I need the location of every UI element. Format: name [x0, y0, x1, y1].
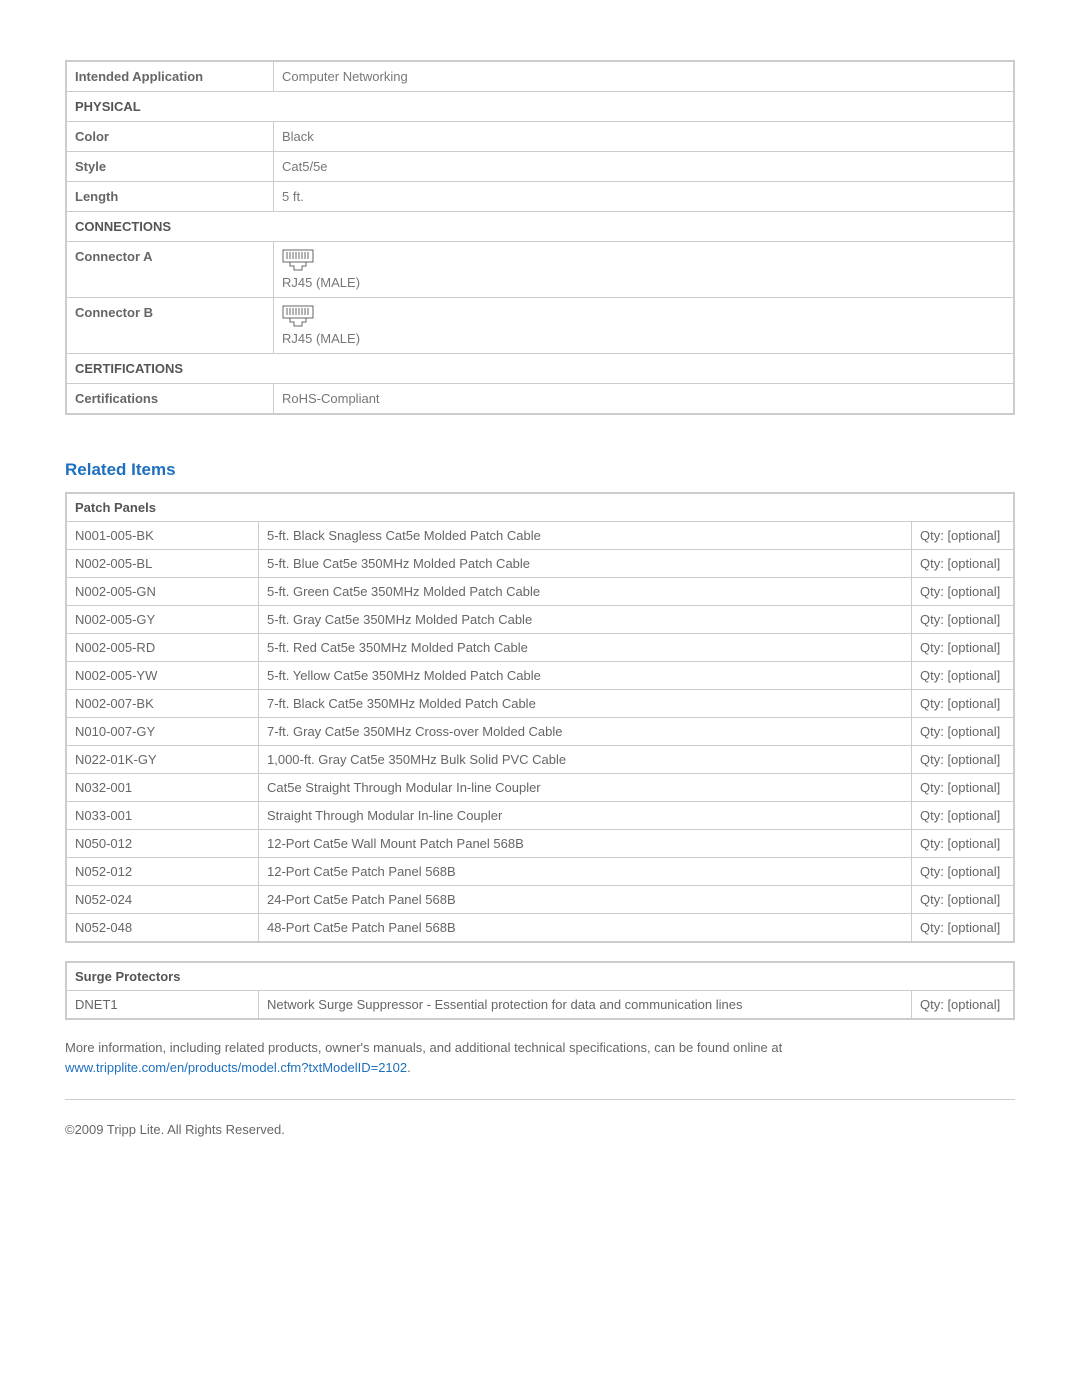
spec-section-certifications: CERTIFICATIONS	[66, 354, 1014, 384]
related-row: N010-007-GY7-ft. Gray Cat5e 350MHz Cross…	[66, 718, 1014, 746]
related-desc: 12-Port Cat5e Wall Mount Patch Panel 568…	[259, 830, 912, 858]
specs-table: Intended Application Computer Networking…	[65, 60, 1015, 415]
related-qty: Qty: [optional]	[912, 802, 1015, 830]
more-info-period: .	[407, 1060, 411, 1075]
spec-label: Connector A	[66, 242, 274, 298]
spec-value-connector-a: RJ45 (MALE)	[274, 242, 1015, 298]
related-row: DNET1Network Surge Suppressor - Essentia…	[66, 991, 1014, 1020]
related-desc: Straight Through Modular In-line Coupler	[259, 802, 912, 830]
related-sku: N033-001	[66, 802, 259, 830]
related-qty: Qty: [optional]	[912, 578, 1015, 606]
related-sku: N052-012	[66, 858, 259, 886]
spec-value-connector-b: RJ45 (MALE)	[274, 298, 1015, 354]
related-desc: 12-Port Cat5e Patch Panel 568B	[259, 858, 912, 886]
related-sku: N022-01K-GY	[66, 746, 259, 774]
related-desc: Cat5e Straight Through Modular In-line C…	[259, 774, 912, 802]
related-qty: Qty: [optional]	[912, 774, 1015, 802]
more-info: More information, including related prod…	[65, 1038, 1015, 1077]
related-desc: 5-ft. Green Cat5e 350MHz Molded Patch Ca…	[259, 578, 912, 606]
related-row: N002-005-GY5-ft. Gray Cat5e 350MHz Molde…	[66, 606, 1014, 634]
related-heading: Related Items	[65, 460, 1015, 480]
spec-value: 5 ft.	[274, 182, 1015, 212]
related-sku: N002-005-BL	[66, 550, 259, 578]
spec-label: Connector B	[66, 298, 274, 354]
related-qty: Qty: [optional]	[912, 914, 1015, 943]
spec-section-physical: PHYSICAL	[66, 92, 1014, 122]
related-desc: Network Surge Suppressor - Essential pro…	[259, 991, 912, 1020]
related-desc: 7-ft. Black Cat5e 350MHz Molded Patch Ca…	[259, 690, 912, 718]
related-sku: N010-007-GY	[66, 718, 259, 746]
related-sku: N001-005-BK	[66, 522, 259, 550]
related-category: Patch Panels	[66, 493, 1014, 522]
related-desc: 5-ft. Blue Cat5e 350MHz Molded Patch Cab…	[259, 550, 912, 578]
related-sku: N002-007-BK	[66, 690, 259, 718]
related-row: N032-001Cat5e Straight Through Modular I…	[66, 774, 1014, 802]
related-desc: 24-Port Cat5e Patch Panel 568B	[259, 886, 912, 914]
spec-label: Color	[66, 122, 274, 152]
spec-value: RoHS-Compliant	[274, 384, 1015, 415]
related-sku: N052-048	[66, 914, 259, 943]
related-qty: Qty: [optional]	[912, 550, 1015, 578]
related-row: N001-005-BK5-ft. Black Snagless Cat5e Mo…	[66, 522, 1014, 550]
related-qty: Qty: [optional]	[912, 886, 1015, 914]
related-row: N050-01212-Port Cat5e Wall Mount Patch P…	[66, 830, 1014, 858]
related-desc: 7-ft. Gray Cat5e 350MHz Cross-over Molde…	[259, 718, 912, 746]
related-sku: N050-012	[66, 830, 259, 858]
related-qty: Qty: [optional]	[912, 991, 1015, 1020]
related-row: N002-005-YW5-ft. Yellow Cat5e 350MHz Mol…	[66, 662, 1014, 690]
related-sku: N002-005-RD	[66, 634, 259, 662]
related-sku: N002-005-GN	[66, 578, 259, 606]
separator	[65, 1099, 1015, 1100]
related-sku: N032-001	[66, 774, 259, 802]
spec-section-connections: CONNECTIONS	[66, 212, 1014, 242]
related-qty: Qty: [optional]	[912, 830, 1015, 858]
spec-value: Cat5/5e	[274, 152, 1015, 182]
spec-value: Computer Networking	[274, 61, 1015, 92]
more-info-link[interactable]: www.tripplite.com/en/products/model.cfm?…	[65, 1060, 407, 1075]
related-row: N033-001Straight Through Modular In-line…	[66, 802, 1014, 830]
related-sku: N002-005-YW	[66, 662, 259, 690]
spec-value: Black	[274, 122, 1015, 152]
more-info-text: More information, including related prod…	[65, 1040, 782, 1055]
related-patch-panels-table: Patch Panels N001-005-BK5-ft. Black Snag…	[65, 492, 1015, 943]
related-sku: N002-005-GY	[66, 606, 259, 634]
related-row: N052-04848-Port Cat5e Patch Panel 568BQt…	[66, 914, 1014, 943]
related-category: Surge Protectors	[66, 962, 1014, 991]
related-sku: DNET1	[66, 991, 259, 1020]
related-qty: Qty: [optional]	[912, 690, 1015, 718]
related-desc: 48-Port Cat5e Patch Panel 568B	[259, 914, 912, 943]
spec-label: Certifications	[66, 384, 274, 415]
related-qty: Qty: [optional]	[912, 634, 1015, 662]
related-row: N022-01K-GY1,000-ft. Gray Cat5e 350MHz B…	[66, 746, 1014, 774]
rj45-icon	[282, 305, 314, 329]
related-row: N002-005-BL5-ft. Blue Cat5e 350MHz Molde…	[66, 550, 1014, 578]
related-row: N002-005-GN5-ft. Green Cat5e 350MHz Mold…	[66, 578, 1014, 606]
spec-label: Intended Application	[66, 61, 274, 92]
rj45-icon	[282, 249, 314, 273]
connector-b-text: RJ45 (MALE)	[282, 331, 360, 346]
related-row: N002-005-RD5-ft. Red Cat5e 350MHz Molded…	[66, 634, 1014, 662]
related-row: N052-01212-Port Cat5e Patch Panel 568BQt…	[66, 858, 1014, 886]
related-row: N052-02424-Port Cat5e Patch Panel 568BQt…	[66, 886, 1014, 914]
related-qty: Qty: [optional]	[912, 522, 1015, 550]
related-row: N002-007-BK7-ft. Black Cat5e 350MHz Mold…	[66, 690, 1014, 718]
spec-label: Style	[66, 152, 274, 182]
related-desc: 5-ft. Red Cat5e 350MHz Molded Patch Cabl…	[259, 634, 912, 662]
related-desc: 5-ft. Black Snagless Cat5e Molded Patch …	[259, 522, 912, 550]
related-qty: Qty: [optional]	[912, 662, 1015, 690]
connector-a-text: RJ45 (MALE)	[282, 275, 360, 290]
related-desc: 5-ft. Yellow Cat5e 350MHz Molded Patch C…	[259, 662, 912, 690]
related-qty: Qty: [optional]	[912, 606, 1015, 634]
related-desc: 1,000-ft. Gray Cat5e 350MHz Bulk Solid P…	[259, 746, 912, 774]
related-qty: Qty: [optional]	[912, 746, 1015, 774]
related-sku: N052-024	[66, 886, 259, 914]
related-qty: Qty: [optional]	[912, 858, 1015, 886]
related-desc: 5-ft. Gray Cat5e 350MHz Molded Patch Cab…	[259, 606, 912, 634]
related-surge-table: Surge Protectors DNET1Network Surge Supp…	[65, 961, 1015, 1020]
copyright: ©2009 Tripp Lite. All Rights Reserved.	[65, 1122, 1015, 1137]
related-qty: Qty: [optional]	[912, 718, 1015, 746]
spec-label: Length	[66, 182, 274, 212]
